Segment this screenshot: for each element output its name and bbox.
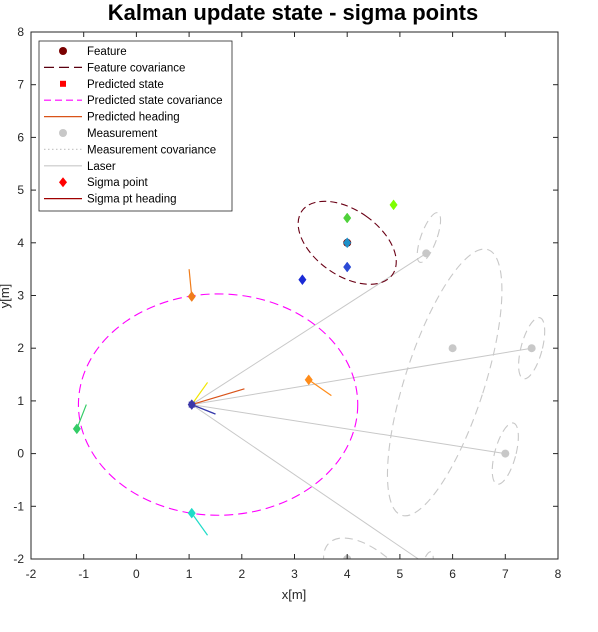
measurement-covariance-ellipse (518, 316, 546, 380)
measurement-point (527, 344, 536, 353)
legend-marker-diamond (59, 177, 67, 188)
legend-label: Feature (87, 46, 127, 58)
x-tick-label: 4 (344, 567, 351, 581)
y-tick-label: 2 (17, 341, 24, 355)
state-sigma-point (187, 507, 196, 519)
legend-label: Predicted heading (87, 112, 180, 124)
y-tick-label: 6 (17, 130, 24, 144)
predicted-heading-line (191, 388, 245, 406)
legend-label: Feature covariance (87, 62, 185, 74)
sigma-point-heading-line (308, 379, 332, 397)
measurement-covariance-ellipse (323, 537, 425, 559)
legend-label: Predicted state covariance (87, 95, 223, 107)
x-tick-label: -1 (78, 567, 89, 581)
y-tick-label: 4 (17, 236, 24, 250)
legend-box (38, 40, 233, 212)
legend-marker-circle (59, 47, 67, 55)
x-tick-label: 2 (238, 567, 245, 581)
feature-sigma-point (343, 261, 352, 273)
y-tick-label: 7 (17, 78, 24, 92)
legend-label: Predicted state (87, 79, 164, 91)
y-tick-label: 0 (17, 447, 24, 461)
feature-sigma-point (343, 237, 352, 249)
x-tick-label: 5 (397, 567, 404, 581)
y-axis-label: y[m] (0, 284, 12, 309)
legend: Feature Feature covariance Predicted state… (38, 40, 233, 212)
plot-layer (72, 199, 546, 559)
y-tick-label: 5 (17, 183, 24, 197)
sigma-point-heading-line (191, 512, 209, 536)
legend-marker-square (60, 80, 66, 87)
x-tick-label: -2 (26, 567, 37, 581)
x-tick-label: 8 (555, 567, 562, 581)
predicted-heading-line (191, 382, 209, 405)
chart-title: Kalman update state - sigma points (108, 0, 478, 25)
legend-label: Measurement (87, 128, 158, 140)
measurement-point (448, 344, 457, 353)
x-tick-label: 6 (449, 567, 456, 581)
sigma-point-heading-line (76, 404, 87, 430)
measurement-covariance-ellipse (386, 248, 503, 517)
measurement-covariance-ellipse (491, 422, 519, 485)
state-sigma-point (304, 374, 313, 386)
laser-line (191, 404, 419, 559)
feature-sigma-point (343, 212, 352, 224)
feature-sigma-point (389, 199, 398, 211)
feature-covariance-ellipse (297, 200, 397, 285)
y-tick-label: -2 (13, 552, 24, 566)
x-axis-label: x[m] (282, 587, 307, 602)
legend-label: Laser (87, 161, 116, 173)
plot-area (72, 199, 546, 559)
sigma-point-heading-line (191, 404, 216, 415)
measurement-covariance-ellipse (416, 212, 442, 263)
feature-sigma-point (298, 274, 307, 286)
y-tick-label: -1 (13, 499, 24, 513)
legend-label: Sigma point (87, 177, 149, 189)
measurement-point (422, 249, 431, 258)
x-tick-label: 7 (502, 567, 509, 581)
legend-label: Sigma pt heading (87, 194, 177, 206)
measurement-point (501, 449, 510, 458)
measurement-covariance-ellipse (418, 551, 434, 559)
y-tick-label: 8 (17, 25, 24, 39)
state-sigma-point (187, 291, 196, 302)
laser-line (191, 252, 427, 406)
laser-line (191, 347, 532, 406)
legend-label: Measurement covariance (87, 144, 216, 156)
x-tick-label: 0 (133, 567, 140, 581)
x-tick-label: 3 (291, 567, 298, 581)
y-tick-label: 3 (17, 289, 24, 303)
state-sigma-point (72, 423, 81, 435)
x-tick-label: 1 (186, 567, 193, 581)
legend-marker-circle (59, 129, 67, 137)
predicted-state-covariance-ellipse (77, 293, 359, 516)
predicted-state-marker (188, 401, 195, 408)
ticks-layer: -2 -1 0 1 2 3 4 5 6 7 8 -2 -1 0 1 2 3 4 5 6 7 8 (13, 25, 561, 581)
y-tick-label: 1 (17, 394, 24, 408)
laser-line (191, 404, 506, 455)
